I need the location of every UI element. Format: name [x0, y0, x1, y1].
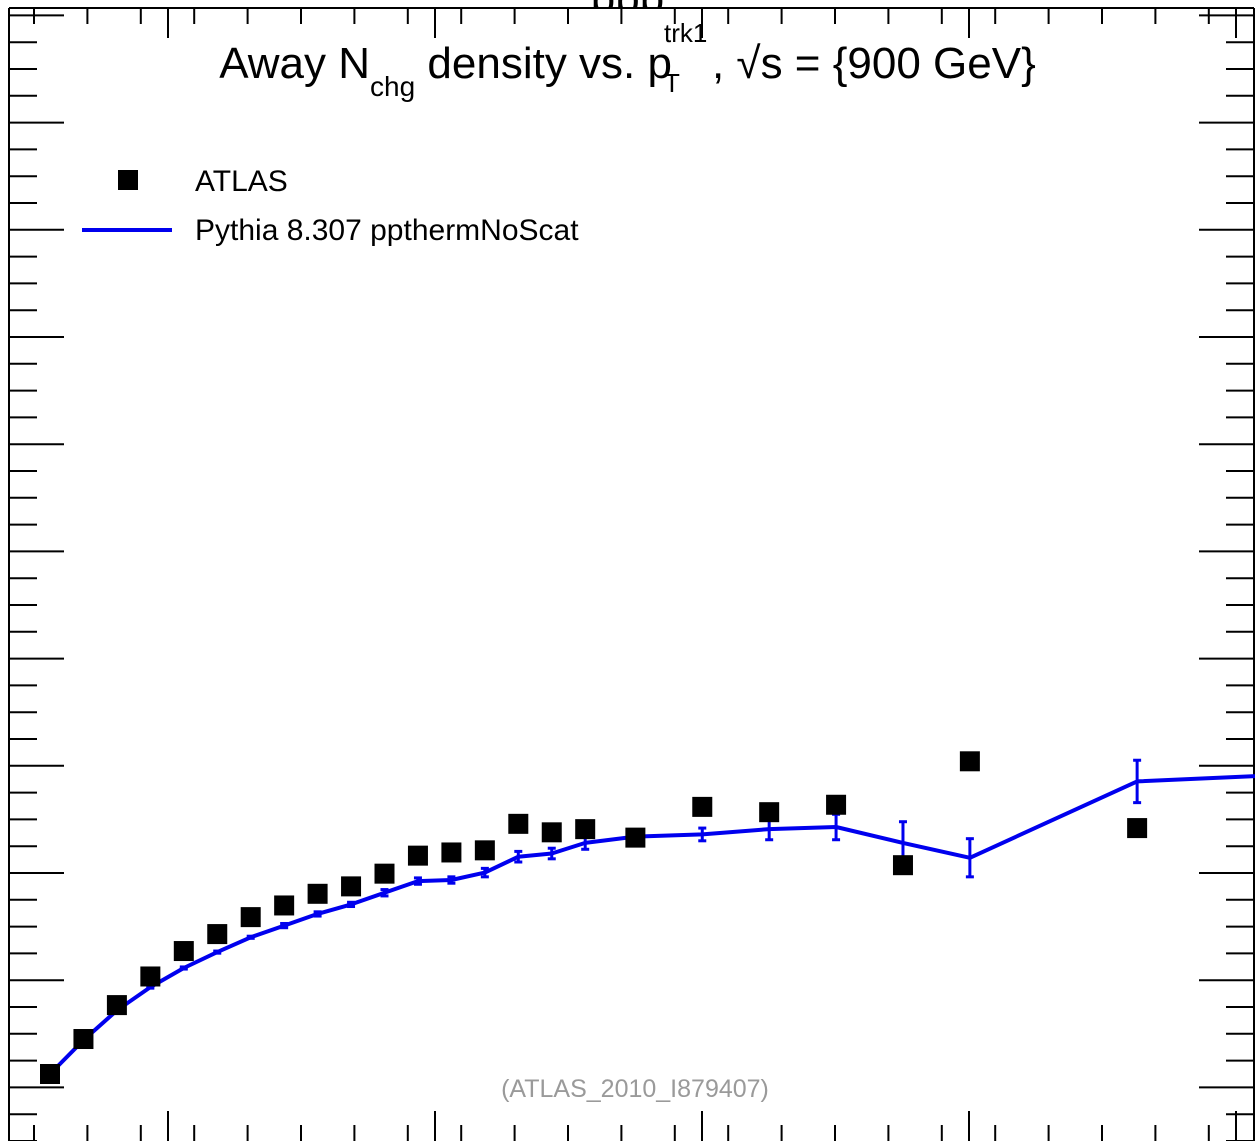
atlas-point — [759, 802, 780, 823]
series-atlas — [40, 751, 1148, 1084]
series-pythia — [46, 758, 1255, 1077]
atlas-point — [173, 941, 194, 962]
pythia-line — [48, 774, 1255, 1076]
pythia-error-bar — [313, 910, 322, 918]
atlas-point — [140, 966, 161, 987]
plot-frame — [8, 7, 1255, 1141]
pythia-error-bar — [280, 921, 289, 930]
analysis-watermark: (ATLAS_2010_I879407) — [501, 1075, 769, 1103]
atlas-point — [407, 845, 428, 866]
atlas-point — [274, 895, 295, 916]
atlas-point — [959, 751, 980, 772]
atlas-point — [575, 819, 596, 840]
atlas-point — [207, 924, 228, 945]
pythia-error-bar — [965, 837, 974, 879]
pythia-error-bar — [179, 965, 188, 971]
pythia-error-bar — [347, 900, 356, 909]
pythia-error-bar — [413, 876, 422, 886]
pythia-error-bar — [514, 849, 523, 864]
clipped-top-text: ppp — [0, 0, 1255, 8]
pythia-error-bar — [1133, 758, 1142, 805]
title-prefix: Away N — [219, 39, 371, 88]
legend-label-pythia: Pythia 8.307 ppthermNoScat — [195, 214, 579, 247]
atlas-point — [73, 1029, 94, 1050]
atlas-point — [892, 855, 913, 876]
atlas-point — [40, 1064, 60, 1084]
atlas-point — [826, 794, 847, 815]
atlas-point — [341, 876, 362, 897]
atlas-point — [692, 796, 713, 817]
pythia-error-bar — [480, 866, 489, 879]
pythia-error-bar — [380, 888, 389, 898]
legend — [82, 170, 172, 232]
atlas-point — [541, 822, 562, 843]
chart-title: Away Nchg density vs. p trk1 T , √s = {900 … — [0, 20, 1255, 101]
legend-marker-atlas — [118, 170, 138, 190]
atlas-point — [106, 995, 127, 1016]
atlas-point — [240, 907, 261, 928]
title-middle: density vs. p — [415, 39, 672, 88]
atlas-point — [374, 863, 395, 884]
axis-ticks — [9, 8, 1254, 1141]
atlas-point — [307, 883, 328, 904]
pythia-error-bar — [547, 846, 556, 861]
atlas-point — [1127, 818, 1148, 839]
title-suffix: , √s = {900 GeV} — [711, 39, 1036, 88]
title-superscript: trk1 — [663, 18, 708, 48]
legend-label-atlas: ATLAS — [195, 165, 288, 198]
pythia-error-bar — [698, 826, 707, 843]
atlas-point — [441, 842, 462, 863]
pythia-error-bar — [246, 934, 255, 940]
title-superscript-sub: T — [663, 68, 680, 98]
title-subscript: chg — [370, 71, 416, 102]
pythia-error-bar — [213, 949, 222, 955]
atlas-point — [474, 840, 495, 861]
pythia-error-bar — [447, 875, 456, 885]
atlas-point — [508, 813, 529, 834]
atlas-point — [625, 827, 646, 848]
